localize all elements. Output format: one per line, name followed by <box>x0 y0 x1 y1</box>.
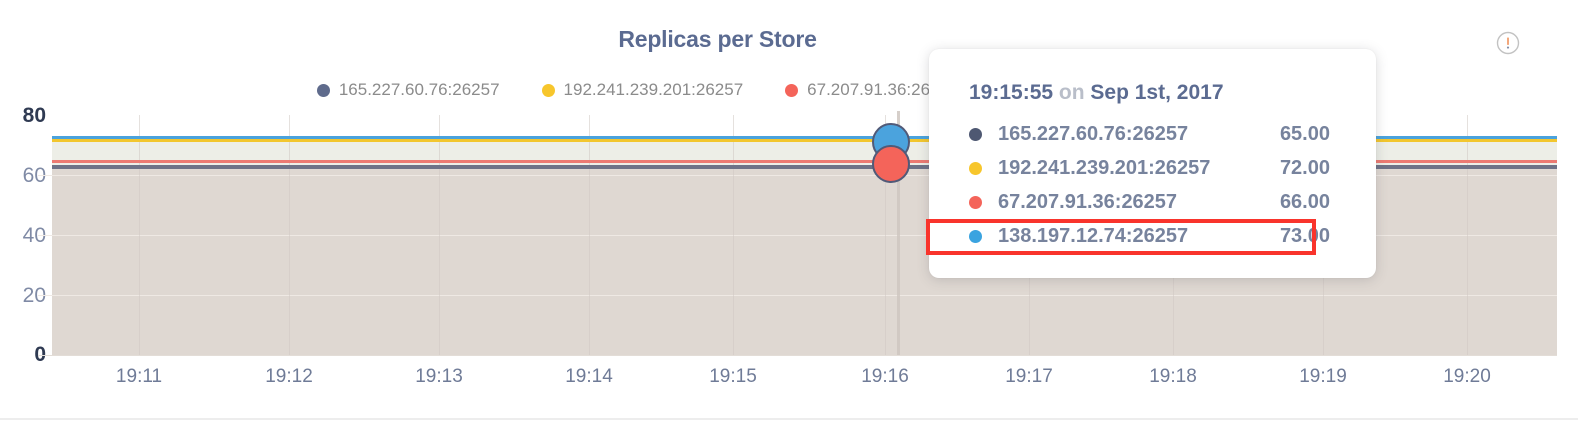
legend-label-1: 192.241.239.201:26257 <box>563 80 744 99</box>
gridline-v-19-12 <box>289 115 290 355</box>
panel-divider <box>0 418 1578 420</box>
tooltip-value-1: 72.00 <box>1279 156 1330 179</box>
tooltip-row-1: 192.241.239.201:26257 72.00 <box>969 151 1376 185</box>
series-line-192-241-239-201 <box>52 139 1557 142</box>
tooltip-value-2: 66.00 <box>1279 190 1330 213</box>
legend-swatch-1 <box>541 83 555 97</box>
gridline-v-19-14 <box>589 115 590 355</box>
tooltip-value-0: 65.00 <box>1279 122 1330 145</box>
tooltip-swatch-2 <box>969 195 982 209</box>
gridline-v-19-13 <box>439 115 440 355</box>
legend-item-0[interactable]: 165.227.60.76:26257 <box>316 80 500 100</box>
tooltip-header: 19:15:55 on Sep 1st, 2017 <box>969 81 1376 105</box>
x-tick-7: 19:18 <box>1149 366 1197 387</box>
y-tick-0: 0 <box>0 343 46 367</box>
series-line-138-197-12-74 <box>52 136 1557 139</box>
x-tick-4: 19:15 <box>709 366 757 387</box>
x-tick-5: 19:16 <box>861 366 909 387</box>
tooltip-row-0: 165.227.60.76:26257 65.00 <box>969 117 1376 151</box>
legend-label-2: 67.207.91.36:26257 <box>807 80 959 99</box>
x-tick-9: 19:20 <box>1443 366 1491 387</box>
tooltip-swatch-1 <box>969 161 982 175</box>
y-tick-20: 20 <box>22 284 46 307</box>
gridline-40 <box>38 235 1557 236</box>
x-axis-line <box>38 355 1557 356</box>
tooltip-row-3: 138.197.12.74:26257 73.00 <box>969 219 1376 253</box>
tooltip-label-3: 138.197.12.74:26257 <box>998 224 1189 247</box>
tooltip-label-1: 192.241.239.201:26257 <box>998 156 1211 179</box>
page-title: Replicas per Store <box>618 26 817 52</box>
gridline-v-19-20 <box>1467 115 1468 355</box>
tooltip-value-3: 73.00 <box>1279 224 1330 247</box>
series-line-165-227-60-76 <box>52 165 1557 169</box>
gridline-v-19-15 <box>733 115 734 355</box>
gridline-60 <box>38 175 1557 176</box>
gridline-20 <box>38 295 1557 296</box>
x-tick-0: 19:11 <box>115 366 163 387</box>
x-tick-6: 19:17 <box>1005 366 1053 387</box>
gridline-v-19-11 <box>139 115 140 355</box>
series-line-67-207-91-36 <box>52 160 1557 163</box>
exclamation-circle-icon[interactable] <box>1496 31 1520 55</box>
y-tick-40: 40 <box>22 224 46 247</box>
y-tick-60: 60 <box>22 164 46 187</box>
tooltip-swatch-0 <box>969 127 982 141</box>
y-tick-80: 80 <box>22 104 46 127</box>
x-tick-8: 19:19 <box>1299 366 1347 387</box>
legend-swatch-2 <box>785 83 799 97</box>
tooltip-time: 19:15:55 <box>969 81 1054 104</box>
tooltip-on-word: on <box>1058 81 1085 104</box>
hover-tooltip: 19:15:55 on Sep 1st, 2017 165.227.60.76:… <box>926 49 1376 278</box>
hover-crosshair <box>897 111 900 355</box>
tooltip-date: Sep 1st, 2017 <box>1090 81 1224 104</box>
legend-label-0: 165.227.60.76:26257 <box>338 80 500 99</box>
data-point-marker-67-207-91-36[interactable] <box>872 145 910 183</box>
tooltip-row-2: 67.207.91.36:26257 66.00 <box>969 185 1376 219</box>
tooltip-rows: 165.227.60.76:26257 65.00 192.241.239.20… <box>926 117 1376 255</box>
gridline-v-19-16 <box>885 115 886 355</box>
legend-item-2[interactable]: 67.207.91.36:26257 <box>785 80 958 100</box>
legend-item-1[interactable]: 192.241.239.201:26257 <box>541 80 744 100</box>
x-tick-2: 19:13 <box>415 366 463 387</box>
x-tick-1: 19:12 <box>265 366 313 387</box>
tooltip-label-0: 165.227.60.76:26257 <box>998 122 1189 145</box>
tooltip-swatch-3 <box>969 229 982 243</box>
tooltip-label-2: 67.207.91.36:26257 <box>998 190 1178 213</box>
x-tick-3: 19:14 <box>565 366 613 387</box>
legend-swatch-0 <box>316 83 330 97</box>
